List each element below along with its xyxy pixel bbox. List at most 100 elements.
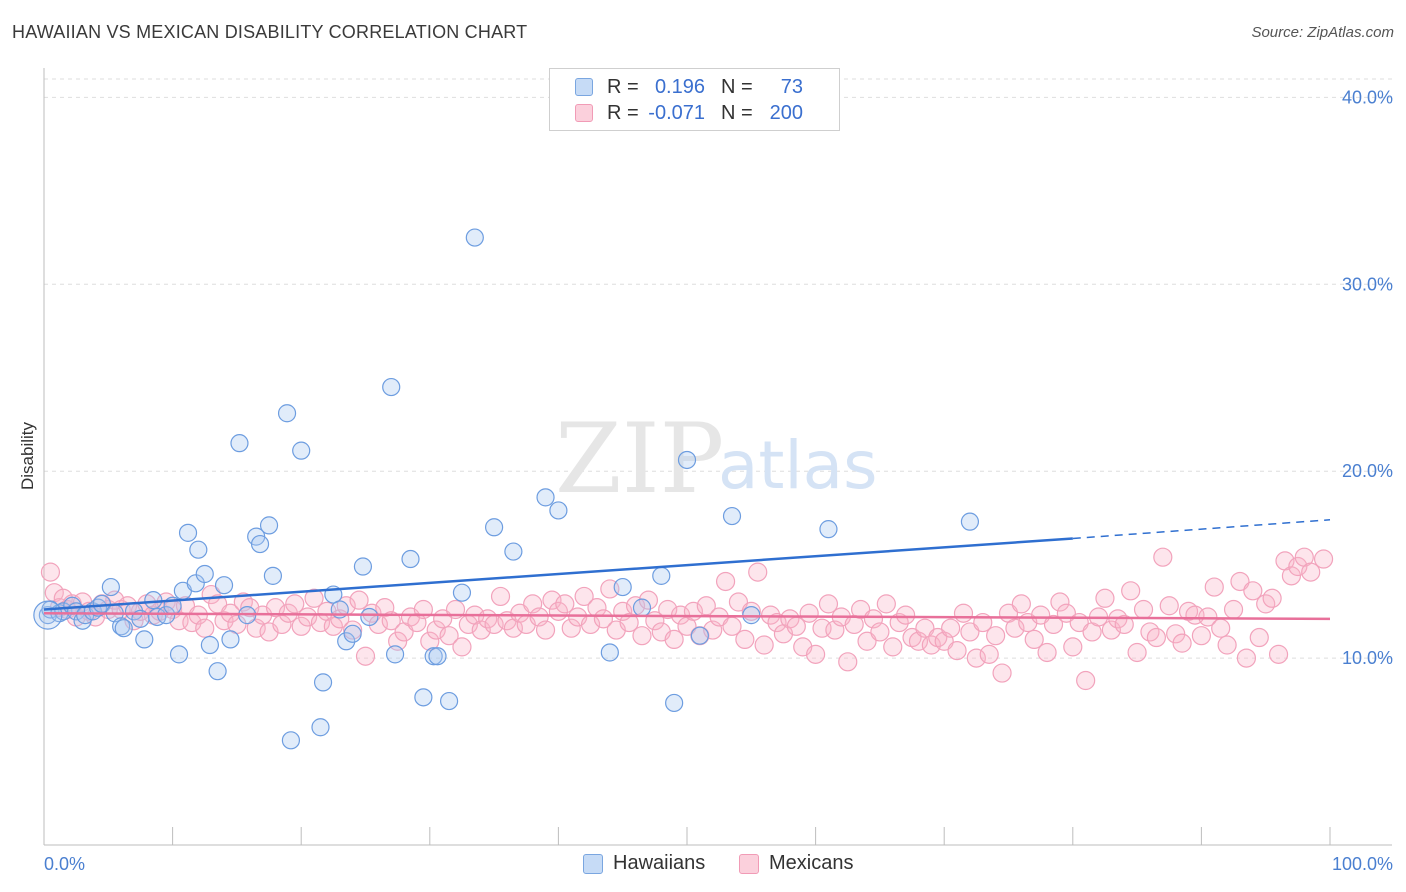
hawaiians-point bbox=[157, 606, 176, 625]
mexicans-point bbox=[1133, 599, 1154, 620]
mexicans-point bbox=[870, 622, 890, 642]
mexicans-point bbox=[1191, 626, 1212, 646]
hawaiians-point bbox=[665, 693, 684, 713]
hawaiians-trend-line bbox=[43, 537, 1073, 611]
hawaiians-point bbox=[401, 549, 420, 569]
mexicans-point bbox=[921, 635, 941, 655]
hawaiians-point bbox=[677, 450, 697, 470]
chart-source: Source: ZipAtlas.com bbox=[1251, 24, 1394, 41]
hawaiians-point bbox=[221, 630, 240, 649]
hawaiians-point bbox=[439, 691, 459, 711]
y-tick-label: 30.0% bbox=[1342, 274, 1393, 294]
hawaiians-points bbox=[33, 228, 980, 750]
mexicans-point bbox=[696, 596, 716, 616]
mexicans-point bbox=[490, 586, 511, 607]
mexicans-point bbox=[799, 603, 819, 623]
hawaiians-point bbox=[722, 506, 742, 526]
legend-label-hawaiians: Hawaiians bbox=[613, 852, 706, 874]
mexicans-point bbox=[1114, 614, 1134, 635]
legend-r-label: R = bbox=[607, 101, 639, 124]
mexicans-point bbox=[555, 594, 575, 614]
mexicans-point bbox=[780, 609, 800, 629]
mexicans-point bbox=[992, 663, 1012, 683]
mexicans-point bbox=[593, 609, 614, 629]
mexicans-point bbox=[1262, 588, 1282, 608]
mexicans-point bbox=[1223, 599, 1244, 620]
mexicans-point bbox=[851, 599, 871, 620]
legend-n-label: N = bbox=[721, 101, 753, 124]
hawaiians-point bbox=[33, 600, 63, 630]
legend-row-hawaiians: R = 0.196 N = 73 bbox=[575, 75, 803, 99]
legend-swatch-mexicans bbox=[575, 104, 593, 122]
legend-n-value: 200 bbox=[769, 101, 803, 124]
mexicans-point bbox=[1076, 670, 1096, 691]
correlation-legend: R = 0.196 N = 73 R = -0.071 N = 200 bbox=[549, 68, 840, 131]
hawaiians-point bbox=[613, 577, 632, 597]
hawaiians-point bbox=[214, 576, 234, 595]
hawaiians-point bbox=[313, 673, 333, 692]
hawaiians-point bbox=[360, 607, 379, 627]
mexicans-point bbox=[1037, 642, 1057, 663]
mexicans-point bbox=[1127, 642, 1147, 663]
legend-swatch-hawaiians bbox=[583, 853, 603, 874]
mexicans-point bbox=[349, 590, 369, 610]
series-legend: Hawaiians Mexicans bbox=[0, 852, 1406, 878]
mexicans-point bbox=[767, 612, 787, 633]
hawaiians-point bbox=[353, 557, 373, 576]
hawaiians-point bbox=[178, 523, 198, 542]
mexicans-point bbox=[1268, 644, 1289, 664]
legend-row-mexicans: R = -0.071 N = 200 bbox=[575, 101, 803, 125]
hawaiians-point bbox=[382, 377, 401, 397]
hawaiians-point bbox=[385, 645, 405, 664]
hawaiians-point bbox=[230, 434, 249, 453]
mexicans-point bbox=[1159, 596, 1179, 616]
y-axis-label: Disability bbox=[18, 421, 37, 490]
mexicans-point bbox=[40, 562, 61, 582]
mexicans-point bbox=[805, 644, 826, 664]
mexicans-point bbox=[1146, 627, 1166, 648]
legend-r-label: R = bbox=[607, 75, 639, 98]
legend-n-value: 73 bbox=[780, 75, 803, 98]
y-tick-label: 10.0% bbox=[1342, 648, 1393, 668]
hawaiians-point bbox=[504, 542, 523, 561]
mexicans-point bbox=[439, 626, 459, 646]
hawaiians-point bbox=[169, 645, 189, 664]
hawaiians-point bbox=[277, 404, 297, 423]
hawaiians-point bbox=[250, 534, 270, 554]
mexicans-point bbox=[838, 652, 858, 672]
mexicans-point bbox=[1050, 592, 1070, 612]
hawaiians-point bbox=[195, 564, 214, 584]
hawaiians-point bbox=[960, 512, 980, 531]
legend-swatch-mexicans bbox=[739, 853, 759, 874]
hawaiians-point bbox=[101, 577, 120, 597]
legend-r-value: -0.071 bbox=[648, 101, 705, 124]
x-tick-label: 100.0% bbox=[1332, 854, 1393, 874]
mexicans-point bbox=[1301, 562, 1321, 582]
hawaiians-point bbox=[452, 583, 472, 602]
trend-layer bbox=[43, 519, 1331, 621]
hawaiians-point bbox=[337, 632, 356, 651]
mexicans-point bbox=[915, 618, 935, 638]
mexicans-point bbox=[1217, 635, 1237, 655]
mexicans-point bbox=[323, 616, 343, 636]
mexicans-point bbox=[896, 605, 916, 625]
mexicans-point bbox=[420, 631, 440, 651]
mexicans-point bbox=[343, 620, 363, 640]
hawaiians-point bbox=[549, 501, 568, 520]
mexicans-point bbox=[542, 590, 562, 610]
hawaiians-point bbox=[424, 647, 443, 666]
mexicans-point bbox=[986, 626, 1006, 646]
mexicans-point bbox=[1313, 549, 1334, 569]
hawaiians-point bbox=[485, 518, 504, 537]
mexicans-point bbox=[304, 588, 324, 608]
mexicans-point bbox=[953, 603, 974, 623]
mexicans-point bbox=[1024, 629, 1044, 650]
legend-item-mexicans: Mexicans bbox=[739, 852, 853, 875]
mexicans-point bbox=[291, 616, 311, 636]
mexicans-point bbox=[966, 648, 986, 668]
hawaiians-point bbox=[112, 617, 131, 636]
hawaiians-point bbox=[292, 441, 311, 460]
mexicans-point bbox=[857, 631, 877, 651]
hawaiians-point bbox=[189, 540, 208, 559]
